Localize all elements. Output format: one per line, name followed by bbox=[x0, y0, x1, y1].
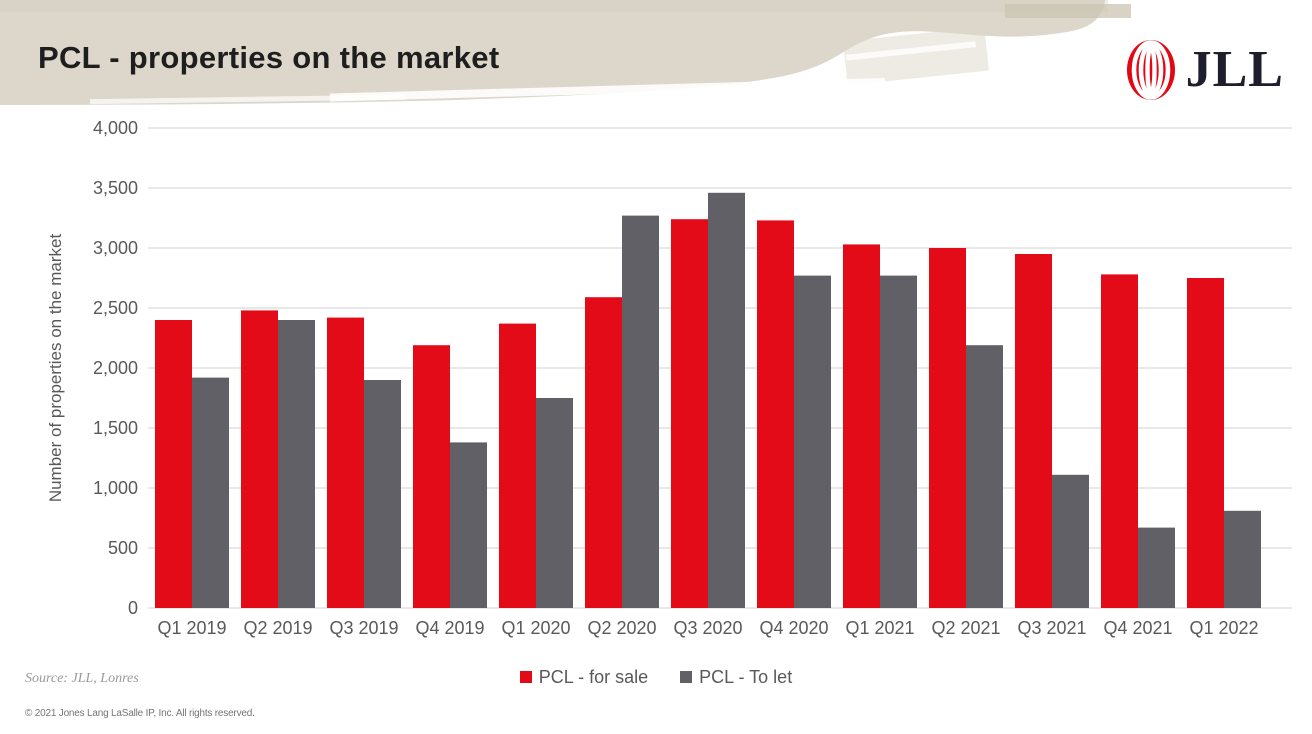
bar-pcl-to-let-q4-2019 bbox=[450, 442, 487, 608]
bar-pcl-to-let-q2-2020 bbox=[622, 215, 659, 608]
x-tick-label-q4-2019: Q4 2019 bbox=[415, 618, 484, 638]
bar-pcl-to-let-q2-2019 bbox=[278, 320, 315, 608]
bar-pcl-to-let-q1-2020 bbox=[536, 398, 573, 608]
bar-pcl-for-sale-q3-2021 bbox=[1015, 254, 1052, 608]
x-tick-label-q3-2020: Q3 2020 bbox=[673, 618, 742, 638]
legend-item-pcl-to-let: PCL - To let bbox=[680, 667, 792, 688]
y-tick-label-2500: 2,500 bbox=[93, 298, 138, 318]
jll-logo-text: JLL bbox=[1185, 41, 1284, 98]
bar-pcl-to-let-q3-2019 bbox=[364, 380, 401, 608]
jll-logo: JLL bbox=[1125, 38, 1284, 102]
bar-pcl-to-let-q3-2021 bbox=[1052, 474, 1089, 608]
bar-pcl-for-sale-q2-2019 bbox=[241, 310, 278, 608]
bar-pcl-for-sale-q4-2019 bbox=[413, 345, 450, 608]
bar-pcl-for-sale-q4-2020 bbox=[757, 220, 794, 608]
bar-pcl-for-sale-q3-2019 bbox=[327, 317, 364, 608]
x-tick-label-q1-2022: Q1 2022 bbox=[1189, 618, 1258, 638]
bar-pcl-to-let-q4-2020 bbox=[794, 275, 831, 608]
y-tick-label-3000: 3,000 bbox=[93, 238, 138, 258]
legend-label-pcl-to-let: PCL - To let bbox=[699, 666, 793, 687]
x-tick-label-q4-2020: Q4 2020 bbox=[759, 618, 828, 638]
header-top-shade bbox=[0, 0, 1108, 12]
y-tick-label-1500: 1,500 bbox=[93, 418, 138, 438]
bar-pcl-to-let-q1-2022 bbox=[1224, 510, 1261, 608]
x-tick-label-q1-2021: Q1 2021 bbox=[845, 618, 914, 638]
legend-swatch-pcl-for-sale bbox=[519, 671, 532, 683]
y-tick-label-4000: 4,000 bbox=[93, 118, 138, 138]
x-tick-label-q4-2021: Q4 2021 bbox=[1103, 618, 1172, 638]
x-tick-label-q1-2019: Q1 2019 bbox=[157, 618, 226, 638]
legend-item-pcl-for-sale: PCL - for sale bbox=[519, 666, 649, 688]
jll-logo-mark-icon bbox=[1126, 40, 1175, 100]
y-tick-label-2000: 2,000 bbox=[93, 358, 138, 378]
x-tick-label-q2-2021: Q2 2021 bbox=[931, 618, 1000, 638]
bar-chart: 0 500 1,000 1,500 2,000 2,500 3,000 3,500 4,000 Q… bbox=[93, 118, 1292, 638]
bar-pcl-for-sale-q2-2021 bbox=[929, 248, 966, 608]
header-brush-main bbox=[0, 0, 1105, 105]
source-note: Source: JLL, Lonres bbox=[25, 671, 139, 686]
page-title: PCL - properties on the market bbox=[38, 40, 500, 75]
bar-pcl-for-sale-q4-2021 bbox=[1101, 274, 1138, 608]
bar-pcl-for-sale-q3-2020 bbox=[671, 219, 708, 608]
y-tick-label-1000: 1,000 bbox=[93, 478, 138, 498]
bar-pcl-to-let-q4-2021 bbox=[1138, 527, 1175, 608]
y-tick-label-0: 0 bbox=[128, 598, 138, 618]
bar-pcl-to-let-q2-2021 bbox=[966, 345, 1003, 608]
x-tick-label-q2-2020: Q2 2020 bbox=[587, 618, 656, 638]
bar-pcl-for-sale-q1-2021 bbox=[843, 244, 880, 608]
legend-label-pcl-for-sale: PCL - for sale bbox=[538, 666, 649, 687]
bar-pcl-for-sale-q1-2020 bbox=[499, 323, 536, 608]
bar-pcl-for-sale-q1-2019 bbox=[155, 320, 192, 608]
x-tick-label-q3-2021: Q3 2021 bbox=[1017, 618, 1086, 638]
bar-pcl-for-sale-q1-2022 bbox=[1187, 278, 1224, 608]
chart-legend: PCL - for sale PCL - To let bbox=[0, 664, 1312, 690]
header-brush-wash bbox=[843, 26, 989, 86]
header-white-streak-2 bbox=[89, 94, 406, 105]
header-white-streak-3 bbox=[846, 41, 976, 61]
bar-pcl-to-let-q3-2020 bbox=[708, 192, 745, 609]
y-tick-label-500: 500 bbox=[108, 538, 138, 558]
copyright-note: © 2021 Jones Lang LaSalle IP, Inc. All r… bbox=[25, 708, 255, 719]
header-dark-patch bbox=[1005, 4, 1131, 18]
bar-pcl-for-sale-q2-2020 bbox=[585, 297, 622, 608]
header-white-streak-1 bbox=[329, 78, 886, 102]
legend-swatch-pcl-to-let bbox=[680, 671, 693, 683]
bar-pcl-to-let-q1-2019 bbox=[192, 377, 229, 608]
x-tick-label-q2-2019: Q2 2019 bbox=[243, 618, 312, 638]
y-tick-label-3500: 3,500 bbox=[93, 178, 138, 198]
x-tick-label-q1-2020: Q1 2020 bbox=[501, 618, 570, 638]
x-tick-label-q3-2019: Q3 2019 bbox=[329, 618, 398, 638]
header-brush-background bbox=[0, 0, 1131, 105]
bar-pcl-to-let-q1-2021 bbox=[880, 275, 917, 608]
